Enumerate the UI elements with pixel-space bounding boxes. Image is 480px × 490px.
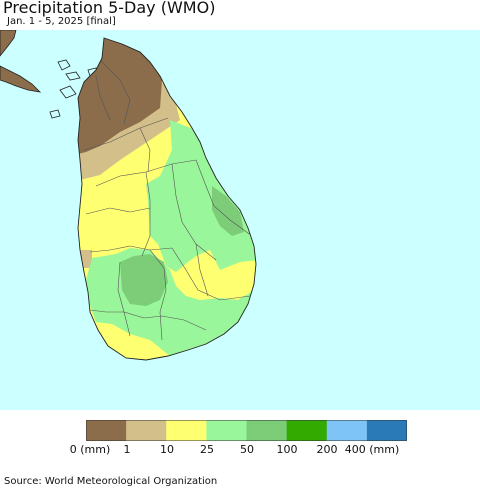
legend-bin [366,420,407,441]
legend-label-200: 200 [316,443,338,456]
legend-label-50: 50 [240,443,254,456]
legend-label-0mm: 0 (mm) [69,443,111,456]
legend-border [86,420,407,441]
map-title: Precipitation 5-Day (WMO) [3,0,216,17]
legend-colorbar [86,420,407,441]
legend-labels: 0 (mm) 1 10 25 50 100 200 400 (mm) [0,443,480,457]
legend-label-10: 10 [160,443,174,456]
legend-bin [246,420,288,441]
legend-label-100: 100 [276,443,298,456]
legend-label-400mm: 400 (mm) [344,443,400,456]
map-subtitle: Jan. 1 - 5, 2025 [final] [7,16,116,27]
legend-bin [86,420,127,441]
precipitation-map [0,30,480,410]
india-landmass [0,30,42,93]
legend-bin [166,420,207,441]
legend-bin [286,420,328,441]
legend-label-1: 1 [123,443,131,456]
legend-label-25: 25 [200,443,214,456]
source-credit: Source: World Meteorological Organizatio… [4,476,218,487]
sri-lanka-coastline [77,37,257,361]
legend-bin [326,420,368,441]
district-boundaries [83,59,253,341]
legend-bins [86,420,407,441]
legend-bin [126,420,167,441]
legend-bin [206,420,248,441]
